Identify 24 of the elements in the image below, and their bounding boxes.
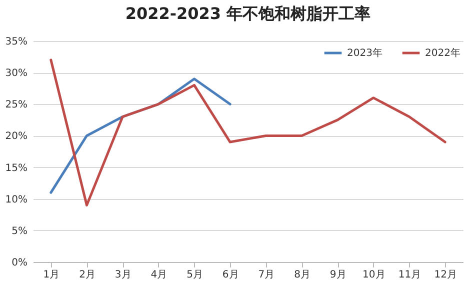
- y-tick-label: 35%: [5, 36, 28, 48]
- legend-label: 2022年: [425, 47, 460, 59]
- x-tick-label: 9月: [330, 270, 346, 280]
- x-tick-label: 12月: [434, 270, 457, 280]
- x-tick-label: 5月: [186, 270, 203, 280]
- chart-title: 2022-2023 年不饱和树脂开工率: [125, 4, 371, 23]
- x-tick-label: 8月: [294, 270, 310, 280]
- x-tick-label: 11月: [398, 270, 422, 280]
- y-tick-label: 10%: [5, 194, 28, 206]
- x-tick-label: 4月: [150, 270, 168, 280]
- x-tick-label: 1月: [43, 270, 60, 280]
- x-tick-label: 3月: [114, 270, 132, 280]
- y-tick-label: 20%: [5, 131, 28, 142]
- x-tick-label: 7月: [258, 270, 275, 280]
- y-tick-label: 15%: [5, 162, 28, 174]
- line-series: [50, 58, 446, 206]
- y-tick-label: 30%: [5, 68, 28, 80]
- y-tick-label: 25%: [5, 100, 28, 111]
- y-tick-label: 0%: [12, 258, 28, 268]
- y-tick-label: 5%: [12, 226, 28, 237]
- x-tick-label: 2月: [79, 270, 96, 280]
- x-tick-label: 10月: [362, 270, 386, 280]
- x-tick-label: 6月: [222, 270, 239, 280]
- legend-label: 2023年: [347, 47, 382, 59]
